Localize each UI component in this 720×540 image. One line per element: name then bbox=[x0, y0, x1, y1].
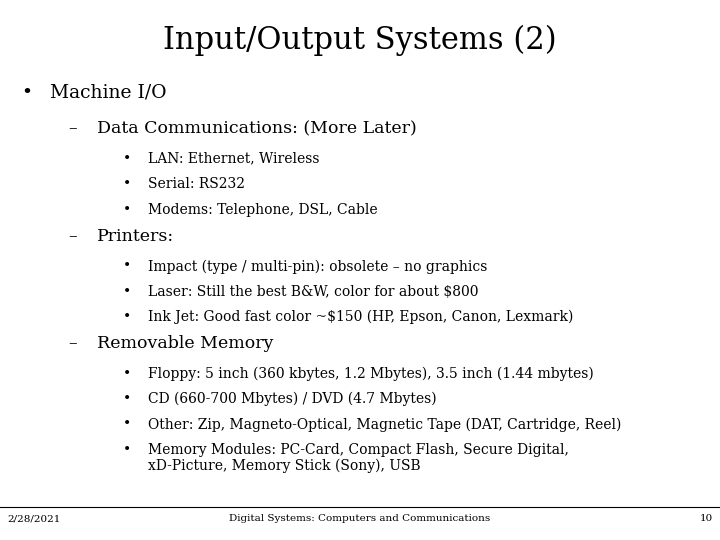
Text: Floppy: 5 inch (360 kbytes, 1.2 Mbytes), 3.5 inch (1.44 mbytes): Floppy: 5 inch (360 kbytes, 1.2 Mbytes),… bbox=[148, 367, 593, 381]
Text: Data Communications: (More Later): Data Communications: (More Later) bbox=[97, 120, 417, 137]
Text: Serial: RS232: Serial: RS232 bbox=[148, 177, 245, 191]
Text: Digital Systems: Computers and Communications: Digital Systems: Computers and Communica… bbox=[230, 514, 490, 523]
Text: Ink Jet: Good fast color ~$150 (HP, Epson, Canon, Lexmark): Ink Jet: Good fast color ~$150 (HP, Epso… bbox=[148, 310, 573, 325]
Text: •: • bbox=[122, 417, 130, 431]
Text: Laser: Still the best B&W, color for about $800: Laser: Still the best B&W, color for abo… bbox=[148, 285, 478, 299]
Text: •: • bbox=[122, 367, 130, 381]
Text: –: – bbox=[68, 335, 77, 352]
Text: Machine I/O: Machine I/O bbox=[50, 84, 167, 102]
Text: CD (660-700 Mbytes) / DVD (4.7 Mbytes): CD (660-700 Mbytes) / DVD (4.7 Mbytes) bbox=[148, 392, 436, 407]
Text: Other: Zip, Magneto-Optical, Magnetic Tape (DAT, Cartridge, Reel): Other: Zip, Magneto-Optical, Magnetic Ta… bbox=[148, 417, 621, 432]
Text: •: • bbox=[122, 285, 130, 299]
Text: •: • bbox=[122, 310, 130, 324]
Text: •: • bbox=[22, 84, 32, 102]
Text: 2/28/2021: 2/28/2021 bbox=[7, 514, 60, 523]
Text: Modems: Telephone, DSL, Cable: Modems: Telephone, DSL, Cable bbox=[148, 202, 377, 217]
Text: •: • bbox=[122, 202, 130, 217]
Text: •: • bbox=[122, 259, 130, 273]
Text: Removable Memory: Removable Memory bbox=[97, 335, 274, 352]
Text: •: • bbox=[122, 177, 130, 191]
Text: –: – bbox=[68, 228, 77, 245]
Text: –: – bbox=[68, 120, 77, 137]
Text: 10: 10 bbox=[700, 514, 713, 523]
Text: •: • bbox=[122, 443, 130, 457]
Text: LAN: Ethernet, Wireless: LAN: Ethernet, Wireless bbox=[148, 152, 319, 166]
Text: Printers:: Printers: bbox=[97, 228, 174, 245]
Text: •: • bbox=[122, 392, 130, 406]
Text: Impact (type / multi-pin): obsolete – no graphics: Impact (type / multi-pin): obsolete – no… bbox=[148, 259, 487, 274]
Text: Memory Modules: PC-Card, Compact Flash, Secure Digital,
xD-Picture, Memory Stick: Memory Modules: PC-Card, Compact Flash, … bbox=[148, 443, 569, 474]
Text: •: • bbox=[122, 152, 130, 166]
Text: Input/Output Systems (2): Input/Output Systems (2) bbox=[163, 24, 557, 56]
